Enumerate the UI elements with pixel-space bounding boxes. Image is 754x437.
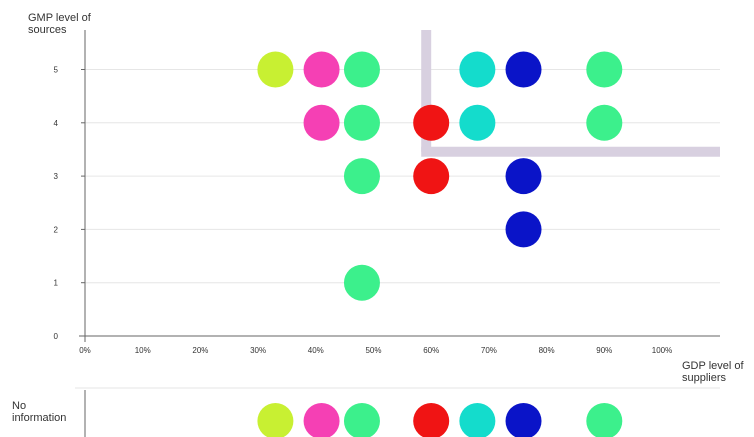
grid-lines	[75, 69, 720, 389]
no-info-point	[505, 403, 542, 437]
no-info-point	[413, 403, 450, 437]
no-info-point	[257, 403, 294, 437]
x-tick-label: 100%	[652, 346, 672, 355]
y-tick-label: 2	[54, 225, 59, 234]
x-tick-labels: 0% 10% 20% 30% 40% 50% 60% 70% 80% 90% 100%	[79, 346, 672, 355]
data-point	[343, 158, 380, 195]
no-info-point	[303, 403, 340, 437]
x-tick-label: 70%	[481, 346, 497, 355]
x-tick-label: 40%	[308, 346, 324, 355]
data-points	[257, 51, 623, 301]
data-point	[257, 51, 294, 88]
data-point	[343, 51, 380, 88]
no-info-point	[459, 403, 496, 437]
data-point	[303, 104, 340, 141]
x-tick-label: 80%	[539, 346, 555, 355]
y-tick-label: 3	[54, 172, 59, 181]
data-point	[505, 211, 542, 248]
y-tick-label: 0	[54, 332, 59, 341]
data-point	[413, 104, 450, 141]
x-tick-label: 30%	[250, 346, 266, 355]
no-info-point	[343, 403, 380, 437]
data-point	[459, 104, 496, 141]
axes	[79, 30, 720, 437]
data-point	[505, 51, 542, 88]
y-tick-label: 1	[54, 279, 59, 288]
y-tick-label: 5	[54, 66, 59, 75]
x-tick-label: 50%	[365, 346, 381, 355]
data-point	[586, 51, 623, 88]
data-point	[413, 158, 450, 195]
no-information-label: No information	[12, 400, 67, 424]
data-point	[343, 264, 380, 301]
x-tick-label: 90%	[596, 346, 612, 355]
x-tick-label: 60%	[423, 346, 439, 355]
no-info-point	[586, 403, 623, 437]
data-point	[459, 51, 496, 88]
x-tick-label: 0%	[79, 346, 91, 355]
x-tick-label: 20%	[192, 346, 208, 355]
x-tick-label: 10%	[135, 346, 151, 355]
data-point	[303, 51, 340, 88]
data-point	[505, 158, 542, 195]
x-axis-title: GDP level of suppliers	[682, 360, 744, 384]
data-point	[586, 104, 623, 141]
y-axis-title: GMP level of sources	[28, 12, 91, 36]
y-tick-label: 4	[54, 119, 59, 128]
no-info-points	[257, 403, 623, 437]
y-tick-labels: 0 1 2 3 4 5	[54, 66, 59, 342]
data-point	[343, 104, 380, 141]
